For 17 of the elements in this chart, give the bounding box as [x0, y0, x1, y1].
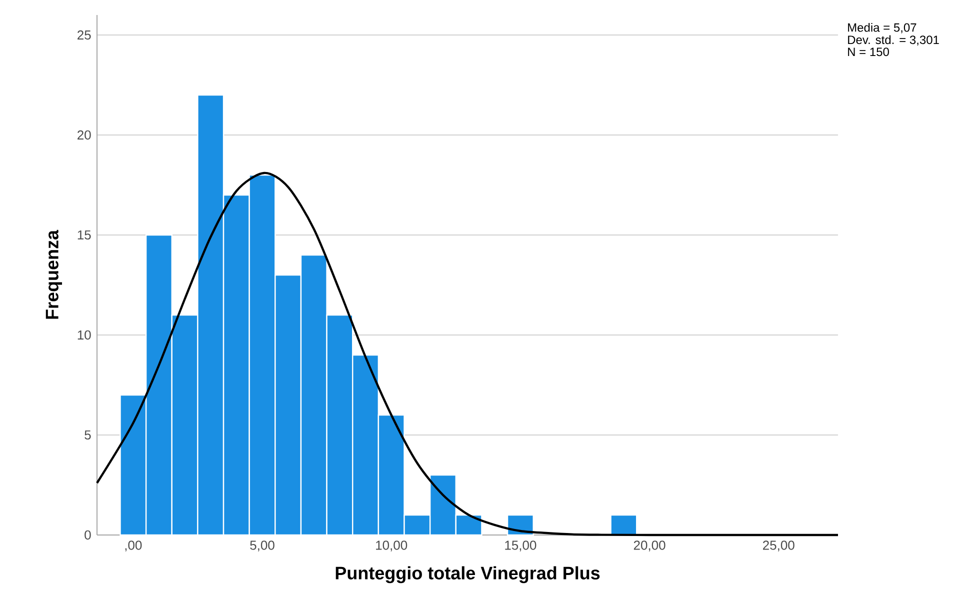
text: Media = 5,07 [848, 22, 916, 34]
y-tick-label: 10 [78, 330, 91, 340]
text: Dev. std. = 3,301 [848, 35, 939, 46]
x-tick-label: 20,00 [634, 540, 666, 552]
y-tick-label: 25 [78, 30, 91, 40]
x-axis-title: Punteggio totale Vinegrad Plus [336, 566, 600, 584]
y-axis-title: Frequenza [46, 230, 62, 319]
x-tick-label: 15,00 [505, 540, 536, 552]
x-tick-label: 25,00 [763, 540, 794, 552]
x-tick-label: 5,00 [250, 540, 274, 552]
y-tick-label: 20 [78, 130, 91, 140]
y-tick-label: 15 [78, 230, 91, 240]
text: N = 150 [848, 48, 889, 56]
y-tick-label: 5 [84, 430, 91, 440]
y-tick-label: 0 [84, 530, 91, 540]
x-tick-label: 10,00 [376, 540, 408, 552]
x-tick-label: ,00 [125, 540, 142, 552]
